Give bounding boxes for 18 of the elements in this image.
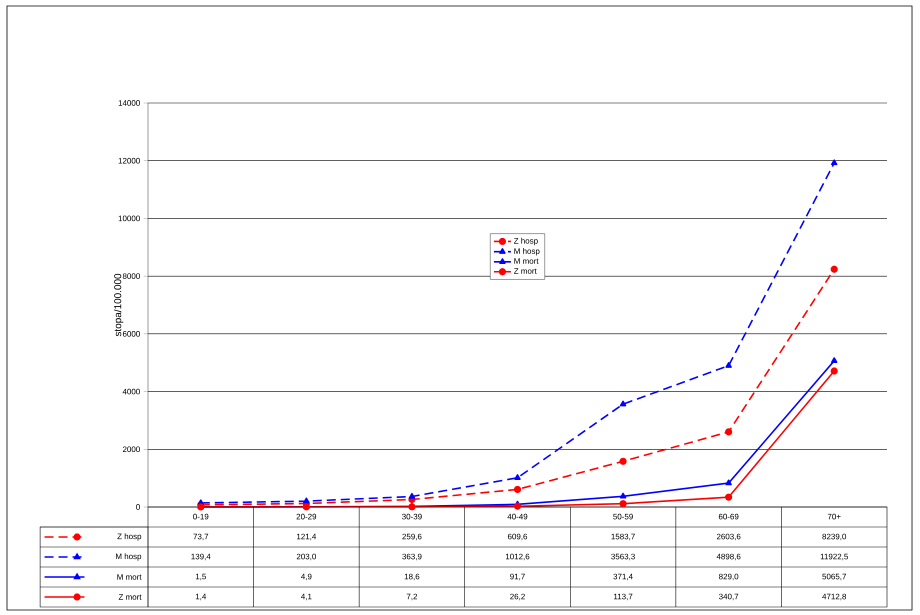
point [514,486,522,493]
point [619,458,627,465]
point [831,159,838,166]
y-axis-title: stopa/100.000 [114,274,124,336]
point [619,500,627,508]
point [725,362,732,368]
point [408,492,416,499]
point [830,367,838,375]
point [725,428,732,436]
point [831,357,838,364]
point [725,494,732,501]
point [620,492,626,498]
point [514,502,522,510]
point [830,266,838,273]
point [303,498,310,504]
point [620,400,626,406]
point [725,479,732,486]
point [514,474,521,480]
